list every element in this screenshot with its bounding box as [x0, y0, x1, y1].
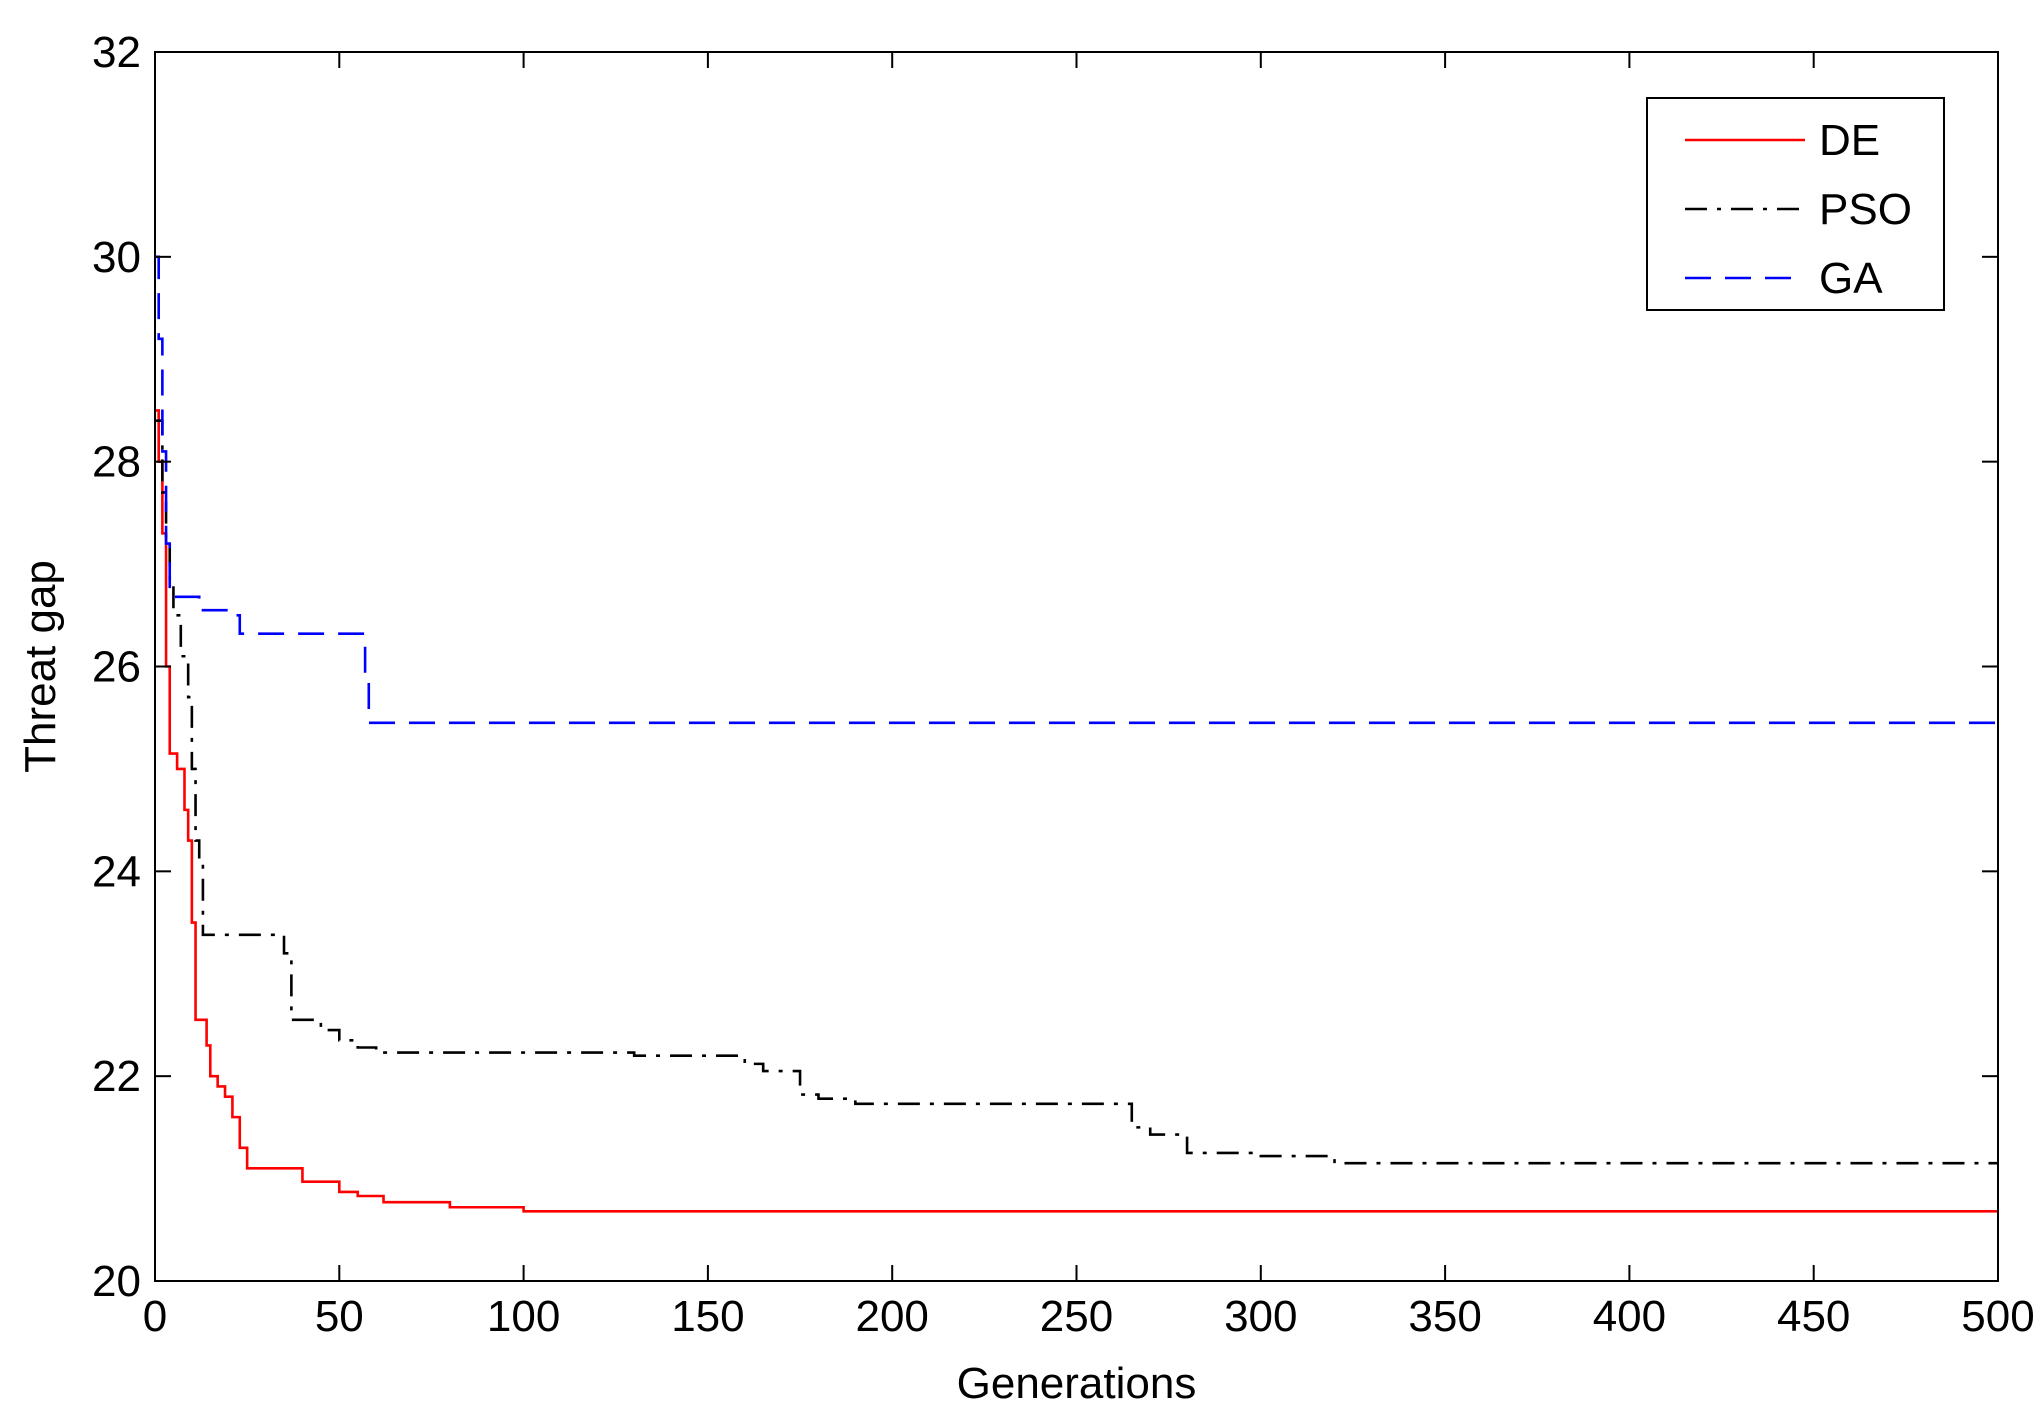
y-axis-label: Threat gap — [16, 560, 65, 773]
x-tick-label: 500 — [1961, 1292, 2034, 1341]
x-tick-label: 300 — [1224, 1292, 1297, 1341]
series-line-de — [155, 409, 1998, 1213]
y-tick-label: 20 — [92, 1257, 141, 1306]
series-layer — [155, 255, 1998, 1213]
x-tick-label: 250 — [1040, 1292, 1113, 1341]
x-tick-label: 450 — [1777, 1292, 1850, 1341]
x-tick-label: 200 — [855, 1292, 928, 1341]
y-tick-label: 26 — [92, 643, 141, 692]
y-tick-label: 30 — [92, 233, 141, 282]
y-tick-label: 24 — [92, 847, 141, 896]
legend-label-ga: GA — [1819, 254, 1883, 303]
x-tick-label: 350 — [1408, 1292, 1481, 1341]
x-tick-label: 150 — [671, 1292, 744, 1341]
x-tick-label: 100 — [487, 1292, 560, 1341]
x-tick-label: 0 — [143, 1292, 167, 1341]
x-tick-label: 400 — [1593, 1292, 1666, 1341]
y-tick-label: 28 — [92, 438, 141, 487]
legend-box — [1646, 97, 1945, 311]
legend: DE PSO GA — [1646, 97, 1945, 311]
series-line-pso — [155, 419, 1998, 1165]
y-tick-label: 32 — [92, 28, 141, 77]
legend-label-de: DE — [1819, 116, 1880, 165]
legend-label-pso: PSO — [1819, 185, 1912, 234]
ticks-layer: 0 50 100 150 200 250 300 350 400 450 500 20 22 24 26 28… — [92, 28, 2035, 1341]
x-tick-label: 50 — [315, 1292, 364, 1341]
y-tick-label: 22 — [92, 1052, 141, 1101]
x-axis-label: Generations — [957, 1359, 1197, 1408]
